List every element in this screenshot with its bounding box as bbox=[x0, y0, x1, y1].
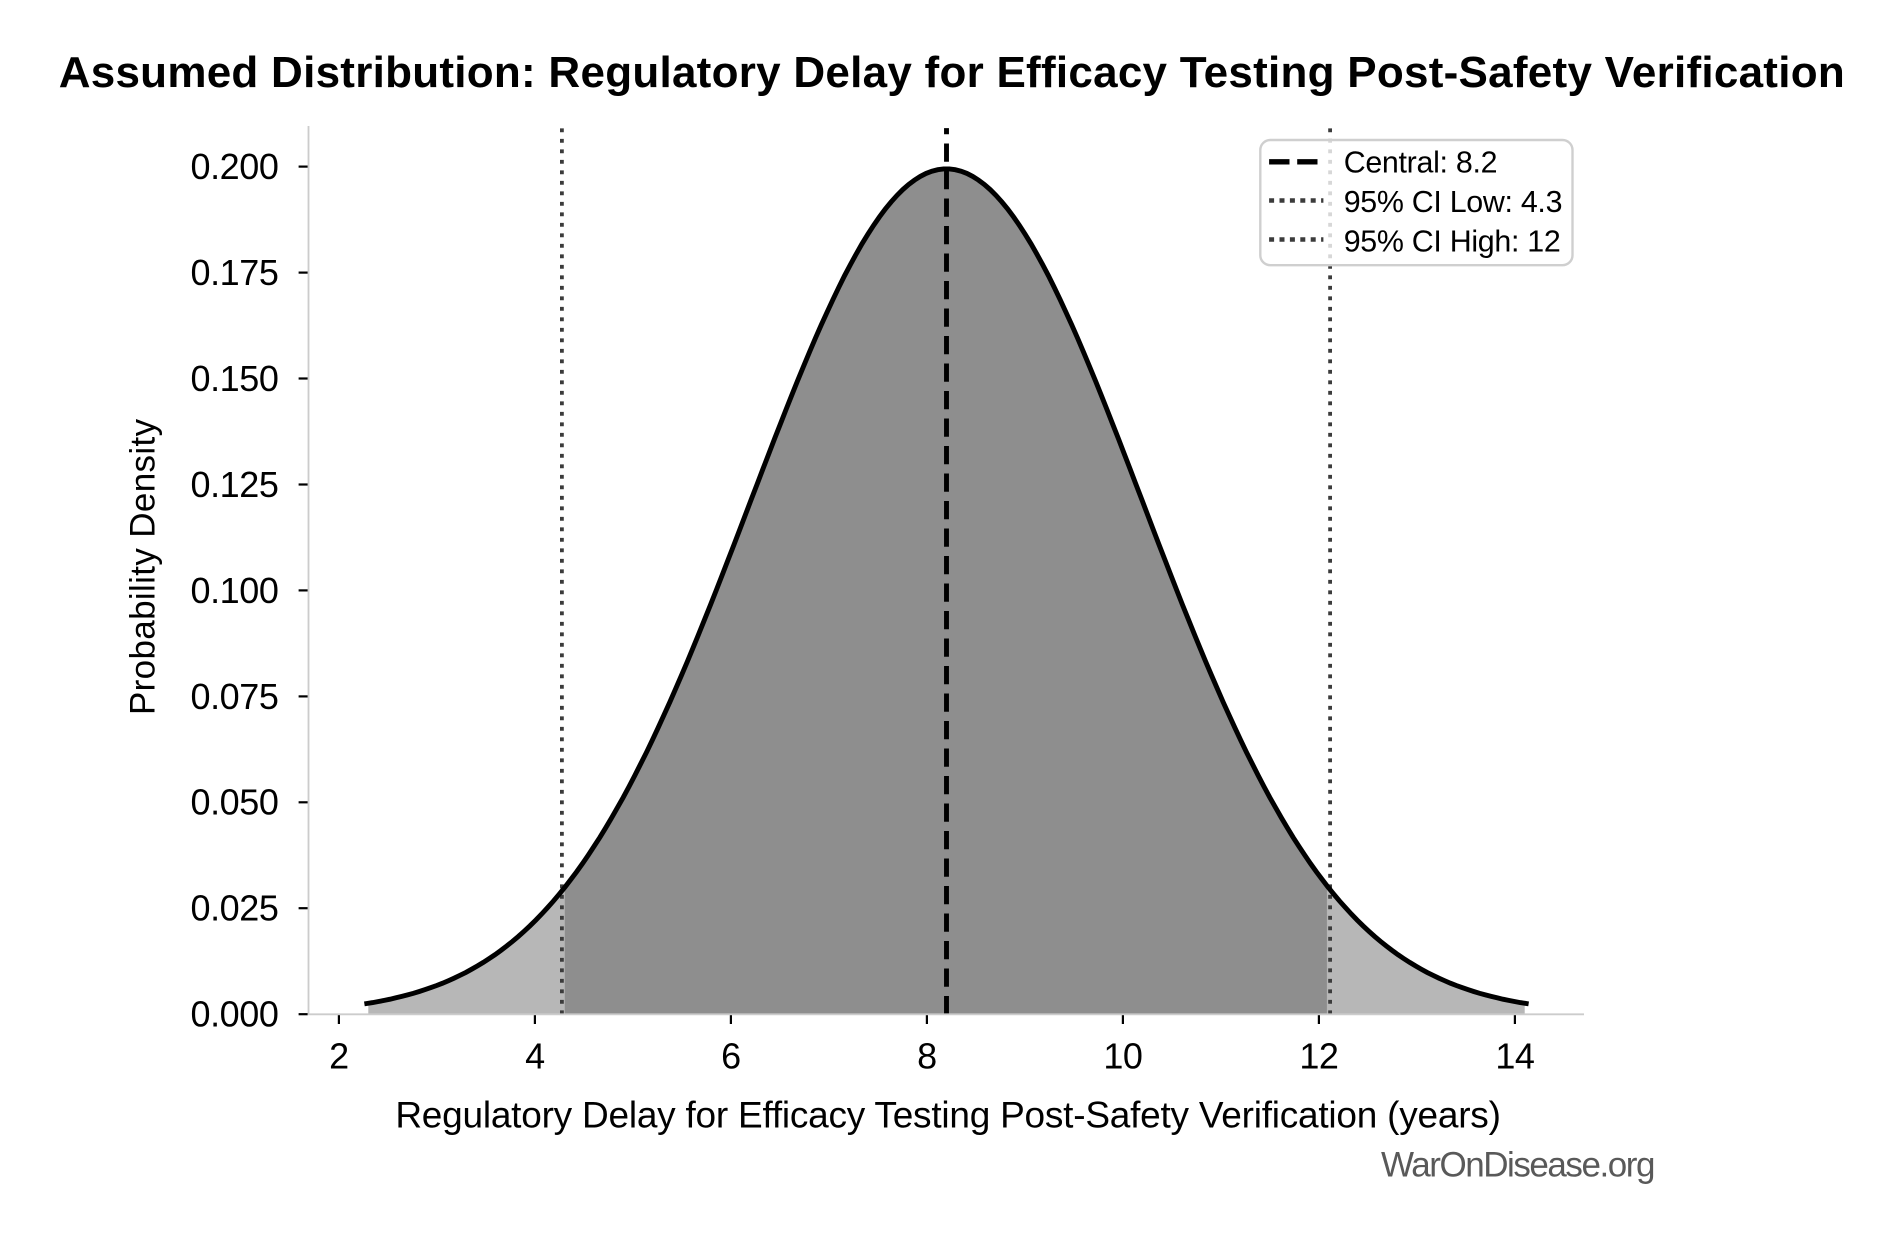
svg-text:95% CI High: 12: 95% CI High: 12 bbox=[1344, 224, 1561, 258]
svg-text:14: 14 bbox=[1495, 1036, 1534, 1077]
svg-text:8: 8 bbox=[917, 1036, 937, 1077]
svg-text:0.125: 0.125 bbox=[191, 464, 279, 505]
svg-text:4: 4 bbox=[525, 1036, 545, 1077]
svg-text:Probability Density: Probability Density bbox=[124, 418, 163, 715]
svg-text:0.100: 0.100 bbox=[191, 570, 279, 611]
svg-text:0.025: 0.025 bbox=[191, 888, 279, 929]
svg-text:0.050: 0.050 bbox=[191, 782, 279, 823]
svg-text:Central: 8.2: Central: 8.2 bbox=[1344, 145, 1498, 179]
svg-text:95% CI Low: 4.3: 95% CI Low: 4.3 bbox=[1344, 185, 1563, 219]
svg-text:0.175: 0.175 bbox=[191, 252, 279, 293]
svg-text:0.150: 0.150 bbox=[191, 358, 279, 399]
svg-text:2: 2 bbox=[329, 1036, 349, 1077]
svg-text:0.200: 0.200 bbox=[191, 146, 279, 187]
svg-text:0.000: 0.000 bbox=[191, 994, 279, 1035]
svg-text:Regulatory Delay for Efficacy: Regulatory Delay for Efficacy Testing Po… bbox=[395, 1095, 1500, 1136]
svg-text:Assumed Distribution: Regulato: Assumed Distribution: Regulatory Delay f… bbox=[59, 48, 1845, 97]
svg-text:10: 10 bbox=[1103, 1036, 1142, 1077]
svg-text:6: 6 bbox=[721, 1036, 741, 1077]
svg-text:WarOnDisease.org: WarOnDisease.org bbox=[1381, 1146, 1654, 1185]
svg-text:12: 12 bbox=[1299, 1036, 1338, 1077]
svg-text:0.075: 0.075 bbox=[191, 676, 279, 717]
